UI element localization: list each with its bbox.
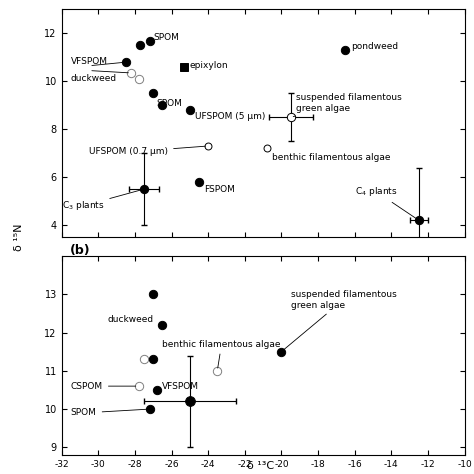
Text: VFSPOM: VFSPOM (162, 382, 200, 391)
Text: SPOM: SPOM (157, 99, 182, 108)
Text: VFSPOM: VFSPOM (71, 57, 108, 66)
Text: benthic filamentous algae: benthic filamentous algae (162, 339, 281, 368)
Text: suspended filamentous
green algae: suspended filamentous green algae (283, 290, 396, 350)
Text: δ ¹⁵N: δ ¹⁵N (14, 223, 24, 251)
Text: SPOM: SPOM (153, 33, 179, 42)
Text: duckweed: duckweed (108, 315, 160, 324)
Text: δ ¹³C: δ ¹³C (247, 461, 274, 471)
Text: C$_4$ plants: C$_4$ plants (355, 185, 417, 219)
Text: UFSPOM (0.7 μm): UFSPOM (0.7 μm) (89, 146, 205, 156)
Text: pondweed: pondweed (351, 42, 398, 51)
Text: (b): (b) (70, 244, 91, 257)
Text: UFSPOM (5 μm): UFSPOM (5 μm) (195, 111, 266, 120)
Text: suspended filamentous
green algae: suspended filamentous green algae (293, 93, 402, 117)
Text: CSPOM: CSPOM (71, 382, 136, 391)
Text: C$_3$ plants: C$_3$ plants (62, 190, 141, 212)
Text: duckweed: duckweed (71, 74, 117, 83)
Text: epixylon: epixylon (190, 61, 228, 70)
Text: FSPOM: FSPOM (204, 184, 236, 193)
Text: SPOM: SPOM (71, 409, 147, 418)
Text: benthic filamentous algae: benthic filamentous algae (272, 154, 391, 163)
